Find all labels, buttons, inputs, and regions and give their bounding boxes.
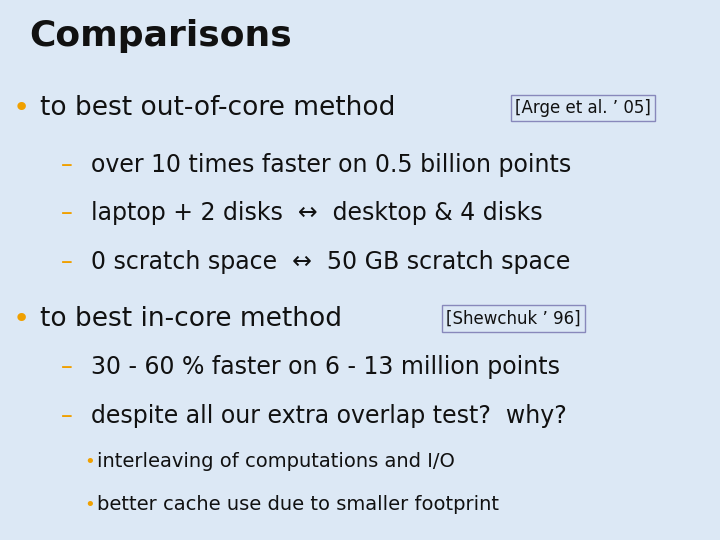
Text: •: • (12, 94, 30, 122)
Text: better cache use due to smaller footprint: better cache use due to smaller footprin… (97, 495, 499, 515)
Text: –: – (61, 201, 73, 225)
Text: despite all our extra overlap test?  why?: despite all our extra overlap test? why? (91, 404, 567, 428)
Text: 30 - 60 % faster on 6 - 13 million points: 30 - 60 % faster on 6 - 13 million point… (91, 355, 560, 379)
Text: interleaving of computations and I/O: interleaving of computations and I/O (97, 452, 455, 471)
Text: –: – (61, 404, 73, 428)
Text: [Arge et al. ’ 05]: [Arge et al. ’ 05] (515, 99, 651, 117)
Text: to best out-of-core method: to best out-of-core method (40, 95, 403, 121)
Text: [Shewchuk ’ 96]: [Shewchuk ’ 96] (446, 309, 580, 328)
Text: over 10 times faster on 0.5 billion points: over 10 times faster on 0.5 billion poin… (91, 153, 572, 177)
Text: Comparisons: Comparisons (29, 19, 292, 53)
Text: to best in-core method: to best in-core method (40, 306, 350, 332)
Text: –: – (61, 355, 73, 379)
Text: •: • (84, 453, 95, 471)
Text: •: • (84, 496, 95, 514)
Text: –: – (61, 250, 73, 274)
Text: laptop + 2 disks  ↔  desktop & 4 disks: laptop + 2 disks ↔ desktop & 4 disks (91, 201, 543, 225)
Text: 0 scratch space  ↔  50 GB scratch space: 0 scratch space ↔ 50 GB scratch space (91, 250, 571, 274)
Text: •: • (12, 305, 30, 333)
Text: –: – (61, 153, 73, 177)
